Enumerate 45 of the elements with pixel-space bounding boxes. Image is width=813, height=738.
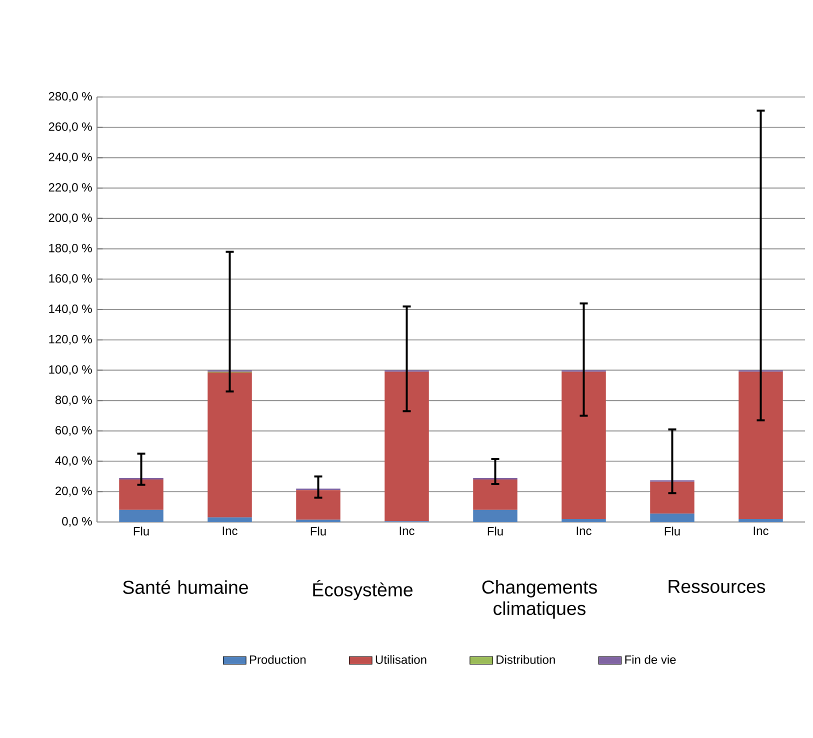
bar bbox=[296, 490, 340, 520]
bar bbox=[473, 510, 518, 522]
y-tick-label: 40,0 % bbox=[55, 456, 92, 466]
bar bbox=[738, 372, 783, 519]
y-tick-label: 80,0 % bbox=[55, 396, 92, 406]
bar bbox=[473, 479, 518, 510]
y-tick-label: 220,0 % bbox=[48, 183, 92, 194]
legend-label: Fin de vie bbox=[625, 655, 676, 664]
legend-label: Production bbox=[250, 655, 306, 664]
text: Changements climatiques bbox=[482, 580, 597, 619]
legend-label: Distribution bbox=[496, 655, 555, 664]
x-tick-label: Inc bbox=[222, 526, 238, 536]
text: Ressources bbox=[668, 580, 766, 594]
y-tick-label: 100,0 % bbox=[49, 365, 92, 376]
y-tick-label: 140,0 % bbox=[49, 304, 92, 314]
bar bbox=[208, 372, 252, 518]
bar bbox=[562, 518, 606, 522]
y-tick-label: 120,0 % bbox=[49, 334, 92, 345]
x-tick-label: Inc bbox=[754, 526, 768, 536]
bar bbox=[650, 482, 694, 514]
y-tick-label: 280,0 % bbox=[48, 92, 92, 102]
bar bbox=[208, 517, 252, 522]
y-tick-label: 200,0 % bbox=[48, 213, 92, 224]
bar bbox=[650, 514, 694, 522]
x-tick-label: Inc bbox=[400, 526, 414, 536]
bar bbox=[384, 372, 429, 522]
bar bbox=[119, 479, 164, 510]
bar bbox=[738, 518, 783, 522]
text: Santé humaine bbox=[123, 580, 248, 594]
bar bbox=[562, 372, 606, 519]
bar bbox=[119, 510, 164, 522]
y-tick-label: 180,0 % bbox=[49, 244, 92, 254]
y-tick-label: 260,0 % bbox=[48, 122, 92, 132]
x-tick-label: Flu bbox=[488, 526, 503, 536]
x-tick-label: Flu bbox=[310, 526, 326, 536]
legend-label: Utilisation bbox=[376, 655, 426, 664]
x-tick-label: Inc bbox=[576, 526, 592, 536]
y-tick-label: 20,0 % bbox=[56, 486, 92, 497]
y-tick-label: 0,0 % bbox=[62, 517, 92, 527]
text: Écosystème bbox=[313, 580, 413, 600]
y-tick-label: 240,0 % bbox=[48, 152, 92, 163]
x-tick-label: Flu bbox=[664, 526, 680, 536]
y-tick-label: 160,0 % bbox=[49, 274, 92, 284]
x-tick-label: Flu bbox=[134, 526, 149, 536]
y-tick-label: 60,0 % bbox=[56, 426, 92, 436]
